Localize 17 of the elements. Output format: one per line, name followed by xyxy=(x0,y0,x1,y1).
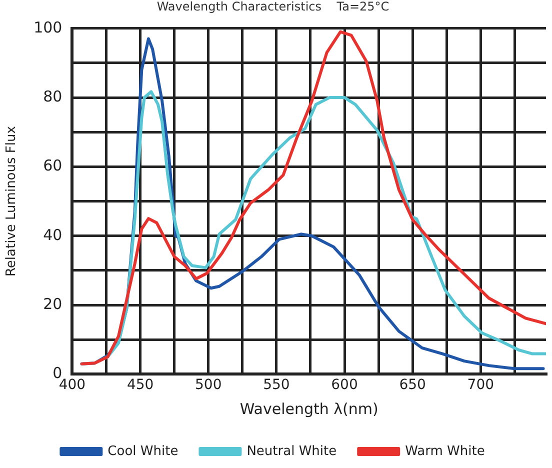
y-tick-label: 40 xyxy=(43,226,62,244)
legend-label: Warm White xyxy=(405,444,485,459)
y-axis-title: Relative Luminous Flux xyxy=(4,126,20,277)
x-tick-label: 600 xyxy=(331,377,358,394)
y-tick-label: 80 xyxy=(43,87,62,106)
legend-label: Cool White xyxy=(108,444,178,459)
x-tick-label: 700 xyxy=(467,377,494,394)
x-tick-label: 450 xyxy=(126,377,154,394)
x-axis-title: Wavelength λ(nm) xyxy=(240,400,378,418)
y-tick-label: 60 xyxy=(43,156,62,175)
x-tick-label: 500 xyxy=(195,377,222,394)
y-tick-label: 20 xyxy=(43,294,62,313)
x-tick-label: 650 xyxy=(399,377,426,394)
chart-title: Wavelength Characteristics Ta=25°C xyxy=(156,0,390,14)
x-tick-label: 550 xyxy=(263,377,290,394)
legend-label: Neutral White xyxy=(246,444,337,459)
y-tick-label: 100 xyxy=(34,18,62,36)
